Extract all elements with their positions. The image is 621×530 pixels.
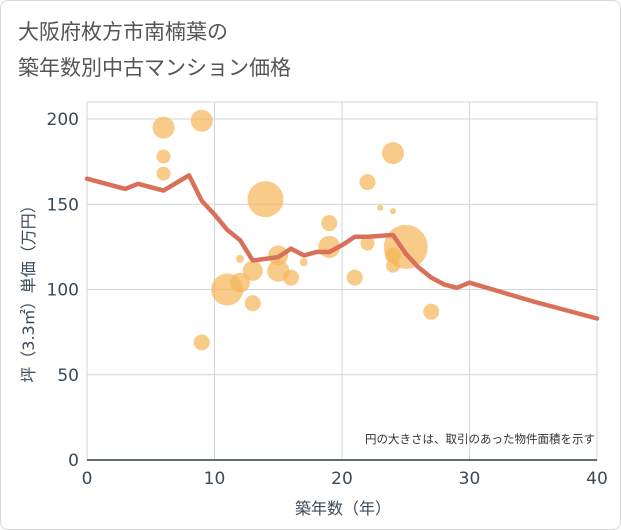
- data-bubble: [377, 204, 384, 211]
- bubble-series: [152, 109, 440, 351]
- x-tick-label: 10: [204, 469, 226, 489]
- data-bubble: [283, 269, 299, 286]
- y-tick-label: 100: [47, 281, 79, 301]
- y-tick-label: 0: [68, 451, 79, 471]
- data-bubble: [360, 236, 375, 251]
- x-tick-label: 40: [586, 469, 608, 489]
- axis-ticks: 0 50 100 150 200 0 10 20 30 40: [47, 110, 608, 489]
- y-axis-label: 坪（3.3㎡）単価（万円）: [19, 197, 38, 382]
- data-bubble: [423, 303, 440, 320]
- data-bubble: [346, 269, 363, 286]
- data-bubble: [321, 215, 338, 232]
- data-bubble: [152, 116, 175, 139]
- data-bubble: [382, 142, 404, 165]
- data-bubble: [383, 224, 428, 269]
- x-tick-label: 0: [82, 469, 93, 489]
- chart-title-line2: 築年数別中古マンション価格: [18, 56, 291, 80]
- trend-line: [84, 173, 600, 321]
- y-tick-label: 150: [47, 195, 79, 215]
- x-tick-label: 30: [459, 469, 481, 489]
- data-bubble: [156, 149, 171, 164]
- data-bubble: [236, 254, 244, 263]
- y-tick-label: 50: [57, 366, 79, 386]
- data-bubble: [359, 174, 376, 191]
- data-bubble: [390, 208, 396, 215]
- chart-title: 大阪府枚方市南楠葉の 築年数別中古マンション価格: [18, 14, 291, 86]
- data-bubble: [299, 258, 308, 267]
- data-bubble: [156, 166, 171, 181]
- data-bubble: [230, 272, 250, 293]
- bubble-size-note: 円の大きさは、取引のあった物件面積を示す: [365, 432, 595, 446]
- data-bubble: [190, 109, 213, 132]
- data-bubble: [244, 295, 261, 312]
- trend-line-series: [84, 173, 600, 321]
- y-tick-label: 200: [47, 110, 79, 130]
- data-bubble: [242, 260, 263, 281]
- chart-title-line1: 大阪府枚方市南楠葉の: [18, 20, 228, 44]
- x-axis-label: 築年数（年）: [295, 499, 391, 518]
- data-bubble: [193, 334, 210, 351]
- x-tick-label: 20: [331, 469, 353, 489]
- data-bubble: [247, 181, 284, 218]
